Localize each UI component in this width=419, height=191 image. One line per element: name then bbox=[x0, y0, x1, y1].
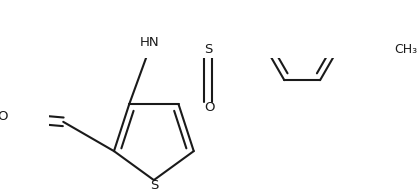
Text: HN: HN bbox=[140, 36, 159, 49]
Text: O: O bbox=[0, 110, 8, 123]
Text: S: S bbox=[150, 179, 158, 191]
Text: S: S bbox=[204, 43, 212, 56]
Text: O: O bbox=[204, 101, 215, 114]
Text: CH₃: CH₃ bbox=[395, 43, 418, 56]
